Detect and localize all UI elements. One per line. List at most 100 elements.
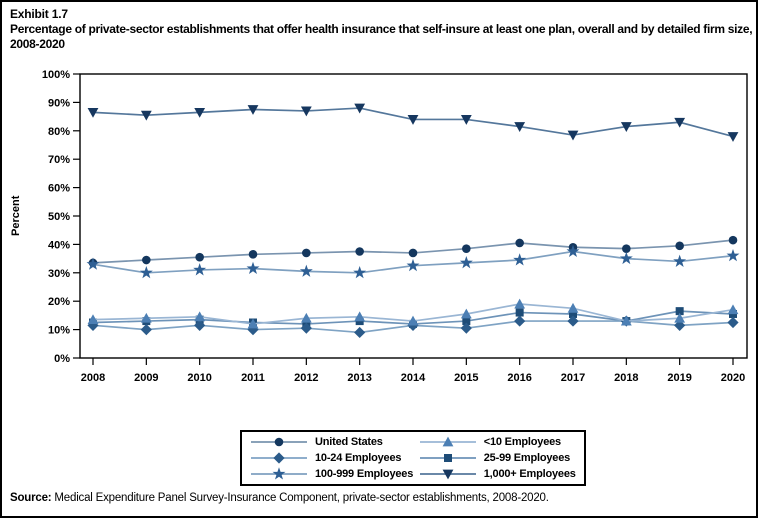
page-title: Percentage of private-sector establishme… [10, 22, 753, 51]
x-tick-label: 2013 [347, 372, 371, 384]
series-marker [407, 315, 419, 326]
series-100-999-employees [86, 244, 740, 279]
triangle-down-icon [419, 469, 476, 480]
series-marker [569, 309, 577, 318]
series-marker [567, 130, 579, 141]
series-marker [674, 312, 686, 323]
series-marker [727, 304, 739, 315]
series-marker [620, 122, 632, 132]
legend-label: <10 Employees [483, 436, 561, 449]
y-tick-label: 60% [48, 183, 70, 195]
series-marker [513, 253, 527, 266]
series-marker [139, 266, 153, 279]
series-marker [620, 315, 632, 326]
series-marker [727, 316, 739, 329]
series-marker [354, 326, 366, 339]
legend-marker [274, 437, 284, 447]
series-marker [300, 106, 312, 117]
series-marker [567, 315, 579, 327]
series-marker [247, 105, 259, 115]
series-marker [140, 110, 152, 121]
series-marker [194, 319, 206, 331]
y-tick-label: 90% [48, 97, 70, 109]
series-marker [460, 115, 472, 125]
circle-icon [251, 437, 307, 447]
series-1-000-employees [87, 103, 739, 142]
x-tick-label: 2011 [241, 372, 265, 384]
series-marker [514, 315, 526, 327]
star-icon [251, 466, 307, 480]
series-marker [300, 312, 312, 323]
title-block: Exhibit 1.7 Percentage of private-sector… [10, 7, 754, 52]
x-tick-label: 2020 [721, 372, 745, 384]
series-marker [728, 235, 738, 245]
series-marker [142, 255, 151, 265]
series-marker [353, 266, 367, 279]
series-marker [622, 244, 631, 253]
series-marker [354, 311, 366, 322]
series-marker [194, 311, 206, 322]
square-icon [419, 454, 476, 462]
series-marker [87, 107, 99, 118]
legend-item-10-employees: <10 Employees [419, 435, 578, 450]
series-marker [408, 248, 418, 258]
y-tick-label: 0% [54, 353, 70, 365]
x-tick-label: 2018 [614, 372, 638, 384]
exhibit-number: Exhibit 1.7 [10, 7, 68, 21]
series-marker [674, 319, 686, 331]
series-marker [673, 254, 687, 267]
legend-item-1-000-employees: 1,000+ Employees [419, 466, 578, 481]
legend-label: 10-24 Employees [315, 452, 402, 464]
x-tick-label: 2014 [401, 372, 426, 384]
y-tick-label: 70% [48, 154, 70, 166]
series-marker [619, 251, 633, 265]
series-marker [299, 264, 313, 277]
y-tick-label: 10% [48, 325, 70, 337]
series-marker [193, 263, 207, 276]
legend-item-10-24-employees: 10-24 Employees [250, 451, 419, 466]
series-marker [140, 312, 152, 323]
series-marker [300, 322, 312, 334]
legend-item-25-99-employees: 25-99 Employees [419, 451, 578, 466]
x-tick-label: 2019 [667, 372, 691, 384]
series-marker [460, 322, 472, 334]
series-marker [140, 324, 152, 336]
series-marker [247, 318, 259, 329]
legend-label: 25-99 Employees [483, 452, 571, 464]
series-marker [459, 256, 473, 269]
x-tick-label: 2010 [187, 372, 211, 384]
x-tick-label: 2008 [81, 372, 105, 384]
legend: United States <10 Employees 10-24 Employee… [240, 430, 586, 486]
x-tick-label: 2016 [507, 372, 531, 384]
legend-marker [273, 452, 285, 464]
y-tick-label: 30% [48, 268, 70, 280]
legend-marker [443, 454, 452, 462]
series-marker [86, 257, 100, 270]
series-marker [514, 122, 526, 132]
x-tick-label: 2009 [134, 372, 158, 384]
legend-marker [442, 436, 454, 447]
legend-label: United States [315, 436, 383, 449]
series-marker [248, 250, 258, 259]
series-marker [87, 319, 99, 331]
series-marker [194, 107, 206, 118]
source-label: Source: [10, 492, 52, 504]
series-10-employees [87, 298, 739, 329]
legend-label: 1,000+ Employees [483, 467, 576, 480]
legend-item-united-states: United States [250, 435, 419, 450]
series-marker [567, 302, 579, 313]
y-tick-label: 50% [48, 211, 70, 223]
legend-label: 100-999 Employees [315, 467, 414, 480]
series-marker [355, 247, 364, 256]
series-marker [247, 324, 259, 336]
y-tick-label: 40% [48, 239, 70, 251]
series-marker [566, 244, 580, 257]
y-tick-label: 20% [48, 296, 70, 308]
legend-marker [272, 466, 286, 480]
y-tick-label: 80% [48, 126, 70, 138]
series-marker [195, 252, 204, 262]
x-tick-label: 2015 [454, 372, 478, 384]
series-marker [302, 248, 311, 258]
